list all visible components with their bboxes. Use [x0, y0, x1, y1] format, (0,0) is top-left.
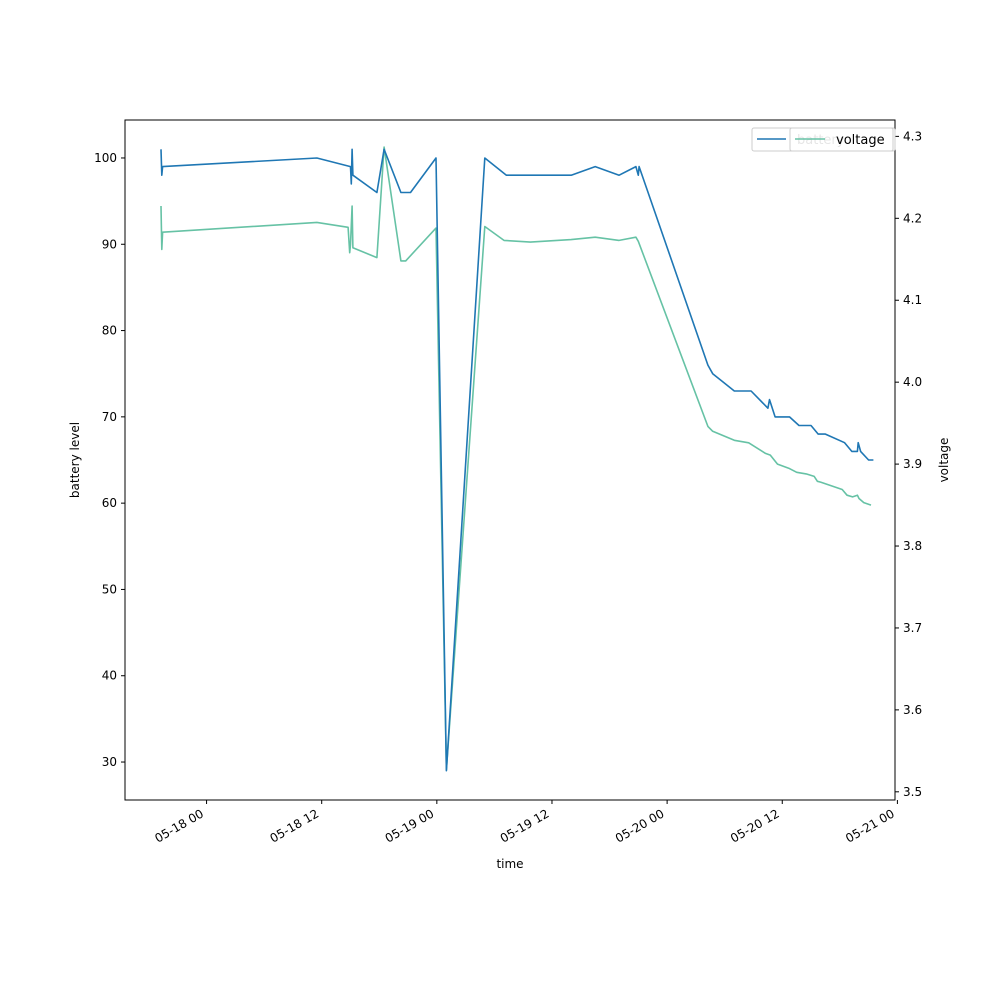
y-left-tick-label: 40 [102, 669, 117, 683]
y-right-tick-label: 4.1 [903, 293, 922, 307]
y-right-tick-label: 3.6 [903, 703, 922, 717]
series-line-voltage [160, 146, 872, 771]
x-axis-title: time [496, 857, 523, 871]
legend-voltage: voltage [789, 127, 894, 152]
y-left-tick-label: 100 [94, 151, 117, 165]
y-left-tick-label: 80 [102, 324, 117, 338]
y-left-tick-label: 90 [102, 237, 117, 251]
y-right-tick-label: 3.8 [903, 539, 922, 553]
legend-voltage-label: voltage [836, 133, 885, 148]
y-left-tick-label: 50 [102, 582, 117, 596]
plot-area [125, 120, 895, 800]
y-left-tick-label: 70 [102, 410, 117, 424]
series-layer [160, 146, 874, 772]
legend-voltage-frame [789, 127, 894, 152]
series-line-battery [160, 148, 874, 772]
y-right-tick-label: 4.0 [903, 375, 922, 389]
y-right-tick-label: 3.7 [903, 621, 922, 635]
y-axis-right-title: voltage [937, 438, 951, 483]
y-axis-left-title: battery level [68, 422, 82, 498]
plot-frame [124, 119, 896, 801]
y-right-tick-label: 3.5 [903, 785, 922, 799]
y-left-tick-label: 60 [102, 496, 117, 510]
y-right-tick-label: 3.9 [903, 457, 922, 471]
y-right-tick-label: 4.2 [903, 211, 922, 225]
y-right-tick-label: 4.3 [903, 129, 922, 143]
y-left-tick-label: 30 [102, 755, 117, 769]
